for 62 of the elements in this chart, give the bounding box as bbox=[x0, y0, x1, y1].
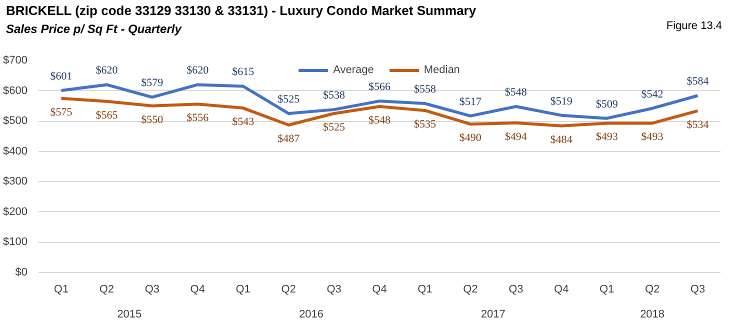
x-tick-label: Q3 bbox=[144, 284, 160, 296]
x-tick-label: Q2 bbox=[463, 284, 478, 296]
data-label: $550 bbox=[141, 114, 164, 126]
y-tick-label: $500 bbox=[3, 115, 28, 128]
y-tick-label: $700 bbox=[3, 54, 28, 66]
data-label: $558 bbox=[414, 84, 436, 96]
y-tick-label: $600 bbox=[3, 84, 28, 97]
data-label: $494 bbox=[504, 130, 528, 143]
data-label: $615 bbox=[232, 66, 255, 78]
x-tick-label: Q2 bbox=[99, 284, 114, 296]
data-label: $525 bbox=[278, 94, 300, 106]
y-tick-label: $200 bbox=[3, 206, 28, 218]
data-label: $620 bbox=[96, 64, 118, 77]
data-label: $517 bbox=[459, 96, 482, 108]
legend-label: Average bbox=[333, 64, 374, 76]
data-label: $620 bbox=[186, 64, 210, 77]
text: 2016 bbox=[299, 308, 324, 320]
y-tick-label: $0 bbox=[15, 266, 28, 278]
data-label: $556 bbox=[186, 112, 210, 124]
data-label: $525 bbox=[323, 122, 346, 134]
y-tick-label: $100 bbox=[3, 236, 28, 248]
data-label: $535 bbox=[414, 118, 436, 130]
text: 2018 bbox=[640, 308, 665, 320]
x-tick-label: Q1 bbox=[418, 284, 432, 296]
data-label: $566 bbox=[368, 81, 391, 94]
x-tick-label: Q1 bbox=[599, 284, 614, 296]
data-label: $487 bbox=[278, 133, 300, 146]
caption: Figure 13.4 bbox=[666, 19, 722, 34]
x-tick-label: Q1 bbox=[54, 284, 69, 296]
x-tick-label: Q3 bbox=[508, 284, 524, 296]
data-label: $542 bbox=[641, 88, 664, 100]
x-tick-label: Q1 bbox=[236, 284, 250, 296]
data-label: $565 bbox=[96, 109, 118, 122]
data-label: $548 bbox=[368, 114, 391, 127]
data-label: $601 bbox=[50, 70, 72, 82]
data-label: $579 bbox=[141, 77, 164, 90]
data-label: $509 bbox=[596, 98, 618, 110]
text: 2017 bbox=[480, 308, 506, 320]
x-tick-label: Q3 bbox=[690, 284, 706, 296]
data-label: $584 bbox=[686, 76, 710, 88]
text: 2015 bbox=[117, 308, 142, 320]
data-label: $519 bbox=[550, 95, 573, 108]
data-label: $490 bbox=[459, 132, 482, 144]
x-tick-label: Q2 bbox=[281, 284, 296, 296]
chart-title: BRICKELL (zip code 33129 33130 & 33131) - Luxury Condo Market Summary bbox=[6, 2, 478, 20]
x-tick-label: Q4 bbox=[190, 284, 205, 296]
data-label: $575 bbox=[50, 106, 73, 118]
data-label: $543 bbox=[232, 116, 255, 128]
y-tick-label: $300 bbox=[3, 176, 28, 188]
x-tick-label: Q3 bbox=[326, 284, 342, 296]
chart-subtitle: Sales Price p/ Sq Ft - Quarterly bbox=[6, 22, 182, 36]
x-tick-label: Q4 bbox=[554, 284, 569, 296]
data-label: $538 bbox=[323, 90, 346, 102]
y-tick-label: $400 bbox=[3, 145, 28, 158]
x-tick-label: Q4 bbox=[372, 284, 387, 296]
data-label: $493 bbox=[641, 131, 664, 144]
data-label: $534 bbox=[686, 118, 710, 131]
data-label: $493 bbox=[596, 131, 618, 144]
data-label: $548 bbox=[504, 86, 528, 99]
data-label: $484 bbox=[550, 134, 573, 146]
x-tick-label: Q2 bbox=[644, 284, 660, 296]
legend-label: Median bbox=[424, 64, 460, 76]
